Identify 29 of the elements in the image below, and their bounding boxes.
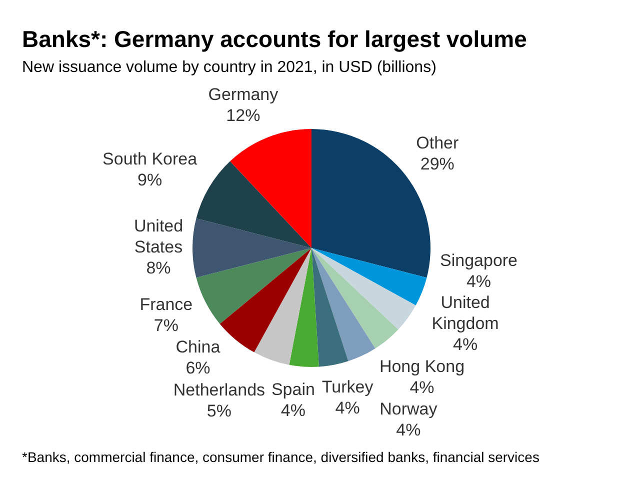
- slice-label: South Korea: [102, 149, 198, 168]
- slice-label: France: [140, 295, 193, 314]
- data-label: 4%: [410, 378, 434, 398]
- slice-label: Norway: [380, 399, 438, 418]
- slice-label: Netherlands: [173, 380, 266, 400]
- slice-label: United Kingdom: [432, 293, 499, 334]
- data-label: 4%: [396, 420, 421, 440]
- data-label: 9%: [138, 170, 162, 190]
- data-label: 4%: [335, 398, 360, 418]
- data-label: 29%: [420, 154, 454, 174]
- slice-label: Spain: [271, 380, 315, 399]
- slice-label: Turkey: [322, 377, 374, 396]
- data-label: 7%: [154, 316, 178, 336]
- slice-label: Hong Kong: [379, 357, 465, 376]
- slice-label: China: [176, 337, 221, 356]
- slice-label: Singapore: [440, 251, 518, 270]
- data-label: 4%: [280, 400, 306, 420]
- slice-label: Germany: [208, 84, 279, 104]
- data-label: 5%: [206, 401, 232, 420]
- data-label: 4%: [466, 272, 492, 292]
- data-label: 4%: [452, 335, 478, 354]
- chart-title: Banks*: Germany accounts for largest volume: [21, 25, 528, 53]
- data-label: 6%: [186, 358, 210, 378]
- data-label: 8%: [146, 258, 171, 278]
- slice-label: United States: [134, 216, 184, 257]
- text: *Banks, commercial finance, consumer finance, diversified banks, financial services: [21, 448, 540, 465]
- data-label: 12%: [226, 106, 260, 125]
- chart-subtitle: New issuance volume by country in 2021, in USD (billions): [21, 58, 438, 77]
- slice-label: Other: [416, 133, 459, 152]
